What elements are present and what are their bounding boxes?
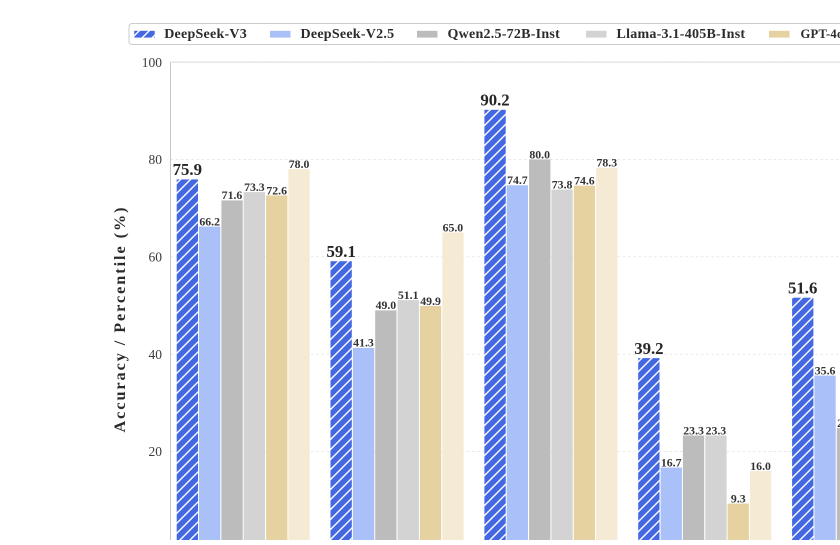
svg-text:78.0: 78.0 [289,157,310,171]
svg-text:100: 100 [142,55,163,70]
svg-text:74.7: 74.7 [507,173,528,187]
svg-text:51.1: 51.1 [398,288,419,302]
svg-text:49.0: 49.0 [376,298,397,312]
svg-text:GPT-4o-0513: GPT-4o-0513 [801,27,840,41]
svg-text:35.6: 35.6 [815,363,836,377]
svg-text:Llama-3.1-405B-Inst: Llama-3.1-405B-Inst [617,27,746,42]
svg-text:73.3: 73.3 [244,180,265,194]
svg-text:71.6: 71.6 [222,188,243,202]
svg-text:Qwen2.5-72B-Inst: Qwen2.5-72B-Inst [448,27,561,42]
svg-text:51.6: 51.6 [788,279,817,298]
svg-text:41.3: 41.3 [353,336,374,350]
svg-text:59.1: 59.1 [327,242,356,261]
svg-text:16.0: 16.0 [750,459,771,473]
svg-text:75.9: 75.9 [173,160,202,179]
svg-text:60: 60 [149,250,163,265]
svg-text:49.9: 49.9 [420,294,441,308]
svg-text:23.3: 23.3 [683,423,704,437]
svg-text:65.0: 65.0 [443,220,464,234]
svg-text:9.3: 9.3 [731,491,746,505]
svg-text:23.3: 23.3 [706,423,727,437]
svg-text:80.0: 80.0 [529,147,550,161]
svg-text:90.2: 90.2 [480,91,509,110]
svg-text:DeepSeek-V2.5: DeepSeek-V2.5 [301,27,395,42]
svg-text:DeepSeek-V3: DeepSeek-V3 [164,27,247,42]
svg-text:80: 80 [149,152,163,167]
svg-text:39.2: 39.2 [634,339,663,358]
svg-text:74.6: 74.6 [574,174,595,188]
svg-text:20: 20 [149,444,163,459]
svg-text:40: 40 [149,347,163,362]
svg-text:Accuracy / Percentile (%): Accuracy / Percentile (%) [111,206,129,433]
svg-text:16.7: 16.7 [661,455,682,469]
svg-text:78.3: 78.3 [596,156,617,170]
svg-text:66.2: 66.2 [199,214,220,228]
svg-text:73.8: 73.8 [552,177,573,191]
svg-text:72.6: 72.6 [266,183,287,197]
